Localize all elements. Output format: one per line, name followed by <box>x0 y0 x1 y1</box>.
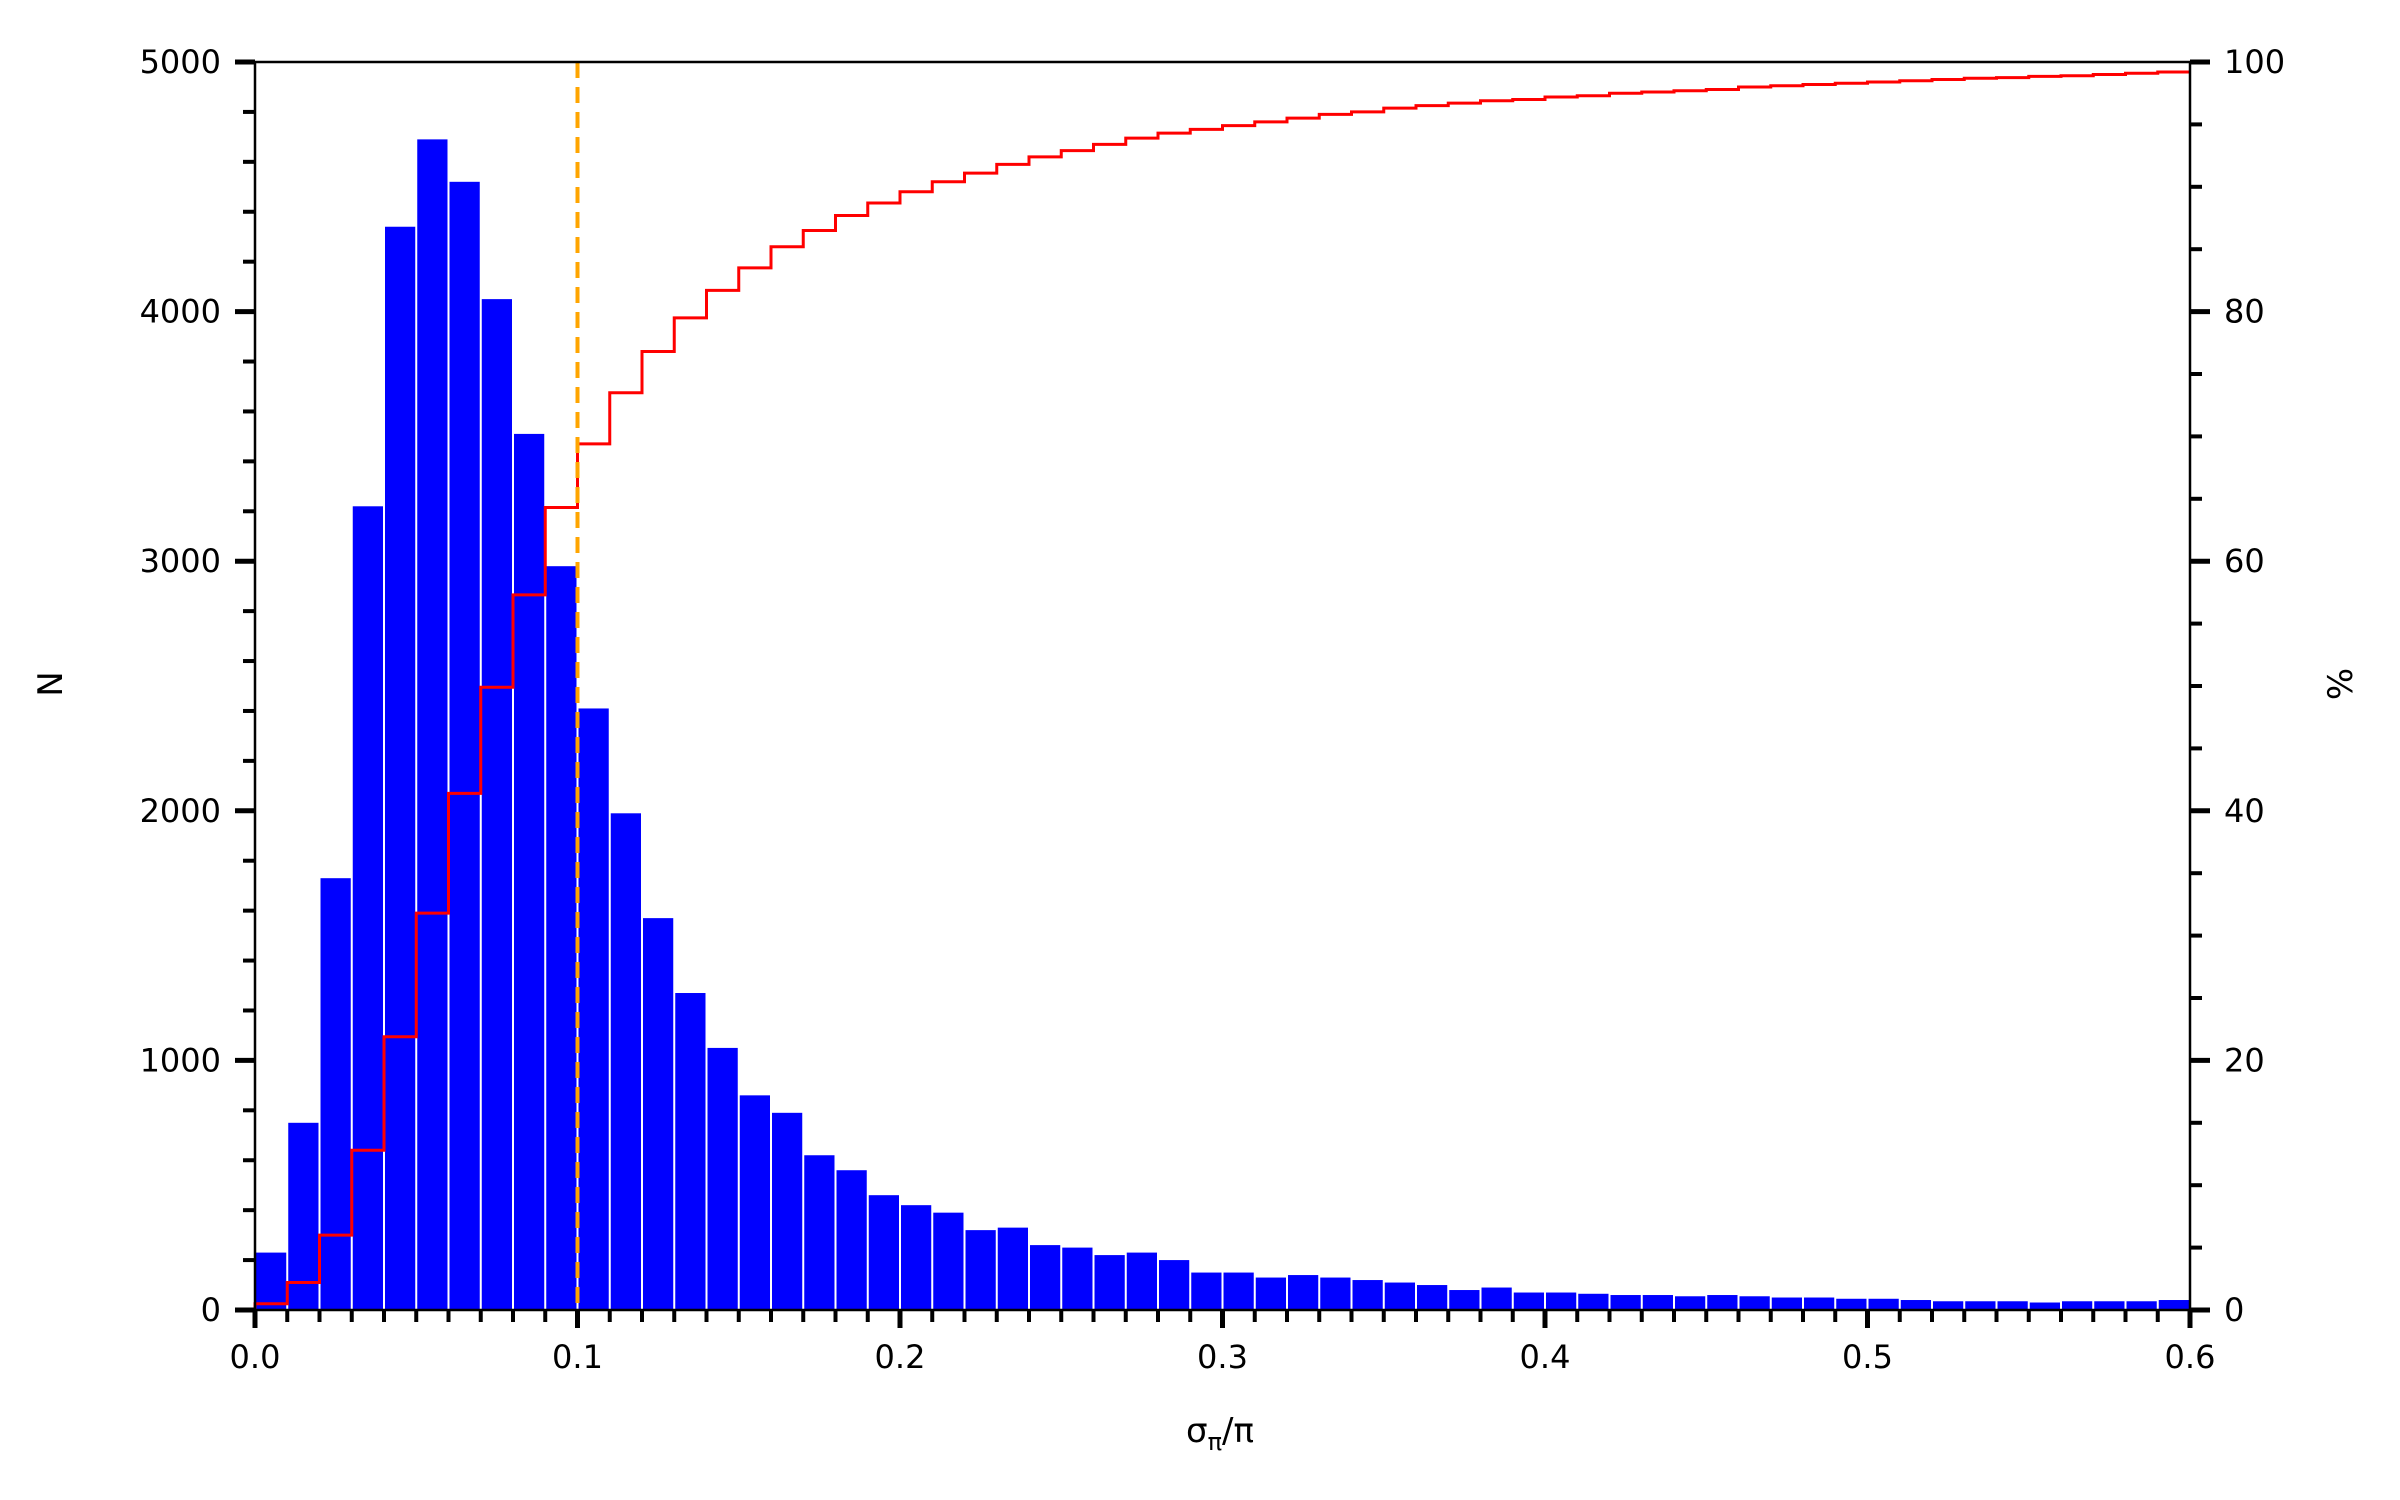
histogram-bars <box>256 139 2189 1311</box>
histogram-bar <box>1578 1293 1609 1310</box>
histogram-bar <box>1126 1252 1157 1310</box>
histogram-bar <box>514 433 545 1310</box>
x-tick-label: 0.1 <box>552 1338 603 1376</box>
histogram-bar <box>739 1095 770 1310</box>
histogram-bar <box>385 226 416 1311</box>
histogram-bar <box>1094 1255 1125 1310</box>
y2-tick-label: 80 <box>2224 293 2265 331</box>
histogram-bar <box>997 1227 1028 1310</box>
histogram-bar <box>610 813 641 1310</box>
histogram-bar <box>643 918 674 1310</box>
x-tick-label: 0.2 <box>875 1338 926 1376</box>
histogram-bar <box>546 566 577 1310</box>
histogram-bar <box>256 1252 287 1310</box>
histogram-bar <box>449 181 480 1311</box>
histogram-bar <box>1868 1298 1899 1310</box>
x-tick-label: 0.5 <box>1842 1338 1893 1376</box>
y2-axis-label: % <box>2321 668 2361 700</box>
histogram-bar <box>836 1170 867 1310</box>
histogram-bar <box>1933 1301 1964 1310</box>
x-tick-label: 0.6 <box>2165 1338 2216 1376</box>
histogram-bar <box>1352 1280 1383 1310</box>
y-tick-label: 5000 <box>140 43 221 81</box>
histogram-bar <box>1030 1245 1061 1310</box>
histogram-bar <box>1965 1301 1996 1310</box>
plot-frame <box>253 60 2192 1312</box>
histogram-bar <box>2158 1300 2189 1310</box>
histogram-bar <box>1288 1275 1319 1310</box>
histogram-bar <box>1900 1300 1931 1310</box>
histogram-bar <box>1255 1277 1286 1310</box>
y-tick-label: 2000 <box>140 792 221 830</box>
histogram-bar <box>965 1230 996 1310</box>
histogram-bar <box>933 1212 964 1310</box>
histogram-bar <box>772 1112 803 1310</box>
histogram-bar <box>1836 1298 1867 1310</box>
y2-tick-label: 0 <box>2224 1291 2244 1329</box>
histogram-bar <box>1513 1292 1544 1310</box>
y-tick-label: 0 <box>201 1291 221 1329</box>
cumulative-series <box>253 70 2190 1310</box>
histogram-bar <box>2126 1301 2157 1310</box>
histogram-bar <box>320 878 351 1310</box>
axis-labels: N % σπ/π <box>31 668 2361 1456</box>
axis-ticks: 0.0 0.1 0.2 0.3 0.4 0.5 0.60100020003000400050… <box>140 43 2286 1376</box>
histogram-bar <box>1804 1297 1835 1310</box>
histogram-bar <box>1320 1277 1351 1310</box>
histogram-bar <box>1062 1247 1093 1310</box>
histogram-bar <box>288 1122 319 1310</box>
y2-tick-label: 40 <box>2224 792 2265 830</box>
histogram-bar <box>675 993 706 1310</box>
histogram-bar <box>804 1155 835 1310</box>
histogram-bar <box>1739 1296 1770 1310</box>
x-axis-label: σπ/π <box>1186 1411 1254 1456</box>
histogram-bar <box>707 1047 738 1310</box>
histogram-bar <box>901 1205 932 1310</box>
histogram-bar <box>1417 1285 1448 1310</box>
histogram-bar <box>2094 1301 2125 1310</box>
histogram-bar <box>1997 1301 2028 1310</box>
y-tick-label: 1000 <box>140 1041 221 1079</box>
histogram-bar <box>868 1195 899 1310</box>
x-tick-label: 0.0 <box>230 1338 281 1376</box>
y2-tick-label: 100 <box>2224 43 2285 81</box>
y-axis-label: N <box>31 671 71 696</box>
histogram-bar <box>2029 1302 2060 1310</box>
cumulative-line <box>253 70 2190 1310</box>
histogram-bar <box>2062 1301 2093 1310</box>
histogram-bar <box>578 708 609 1310</box>
y2-tick-label: 20 <box>2224 1041 2265 1079</box>
histogram-bar <box>1546 1292 1577 1310</box>
x-axis-label-tail: /π <box>1222 1411 1254 1451</box>
y2-tick-label: 60 <box>2224 542 2265 580</box>
x-axis-label-subscript: π <box>1208 1428 1222 1456</box>
histogram-bar <box>1384 1282 1415 1310</box>
histogram-bar <box>1223 1272 1254 1310</box>
histogram-bar <box>417 139 448 1311</box>
x-axis-label-main: σ <box>1186 1411 1208 1451</box>
histogram-bar <box>1707 1295 1738 1310</box>
histogram-bar <box>1675 1296 1706 1310</box>
histogram-bar <box>1449 1290 1480 1310</box>
histogram-bar <box>1642 1295 1673 1310</box>
histogram-bar <box>1610 1295 1641 1310</box>
x-tick-label: 0.3 <box>1197 1338 1248 1376</box>
histogram-bar <box>1191 1272 1222 1310</box>
y-tick-label: 4000 <box>140 293 221 331</box>
y-tick-label: 3000 <box>140 542 221 580</box>
histogram-bar <box>1481 1287 1512 1310</box>
plot-border <box>253 60 2192 1312</box>
histogram-bar <box>1159 1260 1190 1310</box>
x-tick-label: 0.4 <box>1520 1338 1571 1376</box>
histogram-bar <box>352 506 383 1311</box>
histogram-bar <box>481 299 512 1310</box>
histogram-bar <box>1771 1297 1802 1310</box>
